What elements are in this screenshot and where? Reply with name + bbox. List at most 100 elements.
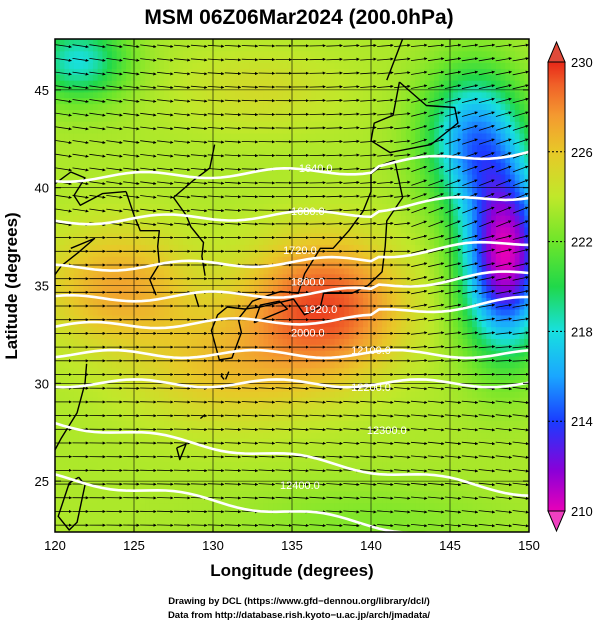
field-cell bbox=[273, 373, 279, 381]
field-cell bbox=[206, 514, 213, 521]
field-cell bbox=[235, 502, 241, 510]
field-cell bbox=[220, 326, 227, 334]
field-cell bbox=[55, 373, 61, 381]
field-cell bbox=[206, 273, 213, 281]
field-cell bbox=[64, 191, 70, 199]
field-cell bbox=[201, 391, 208, 398]
field-cell bbox=[325, 479, 331, 486]
field-cell bbox=[140, 443, 146, 451]
field-cell bbox=[254, 191, 260, 199]
field-cell bbox=[263, 414, 269, 422]
field-cell bbox=[258, 56, 265, 64]
field-cell bbox=[230, 62, 236, 69]
field-cell bbox=[301, 91, 307, 99]
field-cell bbox=[282, 85, 288, 93]
field-cell bbox=[145, 490, 151, 498]
field-cell bbox=[258, 432, 265, 439]
field-cell bbox=[88, 91, 94, 99]
field-cell bbox=[206, 256, 213, 263]
field-cell bbox=[159, 420, 165, 427]
field-cell bbox=[197, 320, 203, 328]
field-cell bbox=[306, 502, 312, 510]
field-cell bbox=[178, 391, 184, 398]
field-cell bbox=[92, 455, 99, 463]
field-cell bbox=[102, 62, 108, 69]
field-cell bbox=[69, 203, 75, 210]
field-cell bbox=[107, 502, 113, 510]
field-cell bbox=[55, 320, 61, 328]
field-cell bbox=[168, 244, 175, 251]
field-cell bbox=[88, 244, 94, 251]
field-cell bbox=[88, 308, 94, 316]
field-cell bbox=[310, 50, 317, 58]
field-cell bbox=[140, 473, 146, 480]
field-cell bbox=[306, 279, 312, 287]
field-cell bbox=[306, 338, 312, 345]
field-cell bbox=[235, 156, 241, 163]
field-cell bbox=[216, 250, 222, 257]
field-cell bbox=[135, 244, 141, 251]
field-cell bbox=[244, 232, 250, 240]
field-cell bbox=[111, 402, 118, 410]
field-cell bbox=[168, 291, 175, 298]
field-cell bbox=[310, 173, 317, 181]
field-cell bbox=[168, 414, 175, 422]
field-cell bbox=[111, 185, 118, 193]
field-cell bbox=[145, 144, 151, 152]
field-cell bbox=[220, 209, 227, 216]
field-cell bbox=[206, 438, 213, 445]
field-cell bbox=[159, 179, 165, 187]
field-cell bbox=[135, 526, 141, 532]
field-cell bbox=[235, 74, 241, 81]
field-cell bbox=[277, 391, 284, 398]
field-cell bbox=[192, 314, 198, 322]
field-cell bbox=[182, 326, 189, 334]
field-cell bbox=[325, 449, 331, 457]
field-cell bbox=[201, 285, 208, 292]
field-cell bbox=[64, 285, 70, 292]
field-cell bbox=[235, 109, 241, 116]
field-cell bbox=[111, 109, 118, 116]
field-cell bbox=[149, 373, 156, 381]
field-cell bbox=[216, 308, 222, 316]
field-cell bbox=[235, 438, 241, 445]
field-cell bbox=[249, 209, 255, 216]
field-cell bbox=[310, 209, 317, 216]
field-cell bbox=[225, 50, 231, 58]
field-cell bbox=[135, 355, 141, 363]
field-cell bbox=[277, 115, 284, 122]
field-cell bbox=[116, 420, 122, 427]
field-cell bbox=[315, 50, 322, 58]
field-cell bbox=[201, 479, 208, 486]
field-cell bbox=[55, 402, 61, 410]
field-cell bbox=[88, 408, 94, 416]
field-cell bbox=[258, 250, 265, 257]
field-cell bbox=[102, 326, 108, 334]
field-cell bbox=[273, 473, 279, 480]
field-cell bbox=[249, 355, 255, 363]
field-cell bbox=[325, 526, 331, 532]
field-cell bbox=[107, 490, 113, 498]
field-cell bbox=[173, 285, 179, 292]
field-cell bbox=[301, 132, 307, 140]
field-cell bbox=[73, 285, 80, 292]
field-cell bbox=[187, 279, 194, 287]
field-cell bbox=[320, 479, 326, 486]
field-cell bbox=[130, 379, 137, 386]
field-cell bbox=[206, 168, 213, 175]
field-cell bbox=[140, 291, 146, 298]
field-cell bbox=[149, 127, 156, 134]
field-cell bbox=[220, 115, 227, 122]
field-cell bbox=[249, 373, 255, 381]
field-cell bbox=[230, 490, 236, 498]
field-cell bbox=[306, 132, 312, 140]
field-cell bbox=[277, 44, 284, 52]
field-cell bbox=[220, 297, 227, 304]
field-cell bbox=[83, 485, 89, 492]
field-cell bbox=[277, 144, 284, 152]
field-cell bbox=[154, 256, 160, 263]
field-cell bbox=[201, 490, 208, 498]
field-cell bbox=[78, 238, 85, 246]
field-cell bbox=[130, 273, 137, 281]
field-cell bbox=[220, 185, 227, 193]
